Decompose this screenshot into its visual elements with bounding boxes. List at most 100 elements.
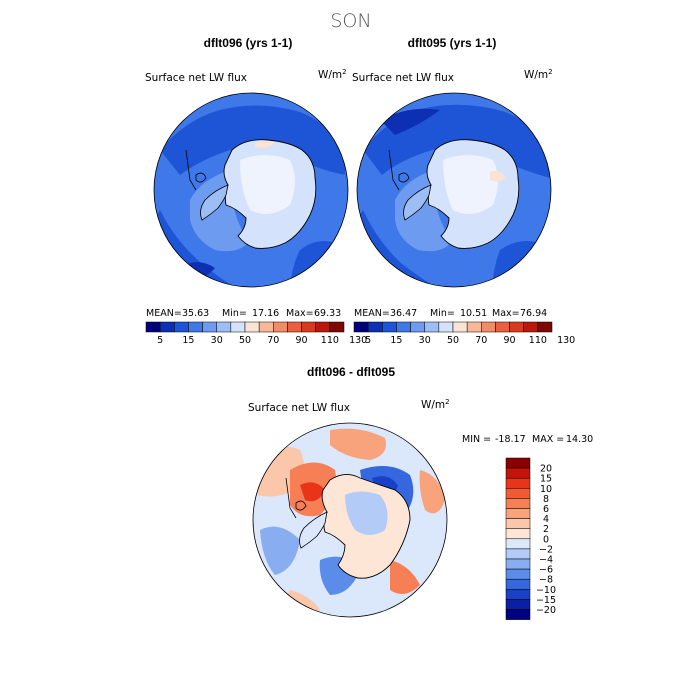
left-colorbar-swatch [287,321,302,333]
left-units-exp: 2 [342,68,346,76]
diff-max-value: 14.30 [566,434,593,445]
right-max-label: Max= [492,308,520,319]
diff-colorbar-swatch [505,558,531,570]
left-colorbar-swatch [258,321,274,333]
figure-title: SON [330,10,371,32]
left-field-mid [190,170,250,252]
right-map [357,93,551,287]
diff-variable-label: Surface net LW flux [248,402,350,414]
diff-colorbar-tick-label: −10 [536,585,556,596]
diff-peninsula [299,511,328,549]
right-field-mid [395,170,453,252]
right-colorbar-swatch [438,321,454,333]
diff-coastline-sa [285,477,297,519]
diff-colorbar-tick-label: 0 [543,534,549,545]
diff-warm-north [330,428,386,460]
right-stats: MEAN= 36.47 Min= 10.51 Max= 76.94 [354,308,547,319]
diff-colorbar-swatch [505,609,531,620]
left-panel-heading: dflt096 (yrs 1-1) [204,36,293,50]
diff-colorbar-tick-label: −2 [539,544,553,555]
right-colorbar-swatch [495,321,510,333]
left-continent-interior [240,155,295,214]
right-colorbar-tick-label: 70 [475,335,487,346]
left-colorbar-swatch [315,321,331,333]
left-colorbar-tick-label: 15 [182,335,194,346]
left-map-border [153,92,349,288]
right-colorbar: 5 15 30 50 70 90 110 130 [353,321,575,346]
left-colorbar-swatch [301,321,316,333]
right-units-exp: 2 [548,68,552,76]
diff-colorbar-swatch [505,477,531,489]
diff-colorbar-swatch [505,578,531,590]
diff-warm-east [419,470,445,514]
left-colorbar-swatch [188,321,203,333]
diff-colorbar-swatch [505,457,531,469]
diff-hot-core [300,482,325,502]
diff-colorbar-swatch [505,599,531,610]
left-max-value: 69.33 [314,308,341,319]
diff-colorbar-tick-label: −6 [539,565,553,576]
diff-units-exp: 2 [445,398,449,406]
left-min-value: 17.16 [252,308,279,319]
right-colorbar-swatch [396,321,411,333]
right-field-spot-north [380,108,440,135]
left-colorbar-tick-label: 50 [239,335,251,346]
diff-cool-west [260,526,300,575]
diff-warm-se [390,560,420,594]
left-variable-label: Surface net LW flux [145,72,247,84]
right-colorbar-swatch [523,321,539,333]
left-peninsula [200,184,229,221]
left-colorbar-swatch [216,321,232,333]
right-colorbar-swatch [452,321,468,333]
right-colorbar-swatch [537,321,553,333]
right-colorbar-tick-label: 5 [365,335,371,346]
diff-colorbar-tick-label: −20 [536,605,556,616]
right-colorbar-swatch [424,321,440,333]
diff-panel: dflt096 - dflt095 Surface net LW flux W/… [248,365,593,620]
left-stats: MEAN= 35.63 Min= 17.16 Max= 69.33 [146,308,341,319]
diff-colorbar-tick-label: 15 [540,474,552,485]
diff-colorbar-tick-label: −15 [536,595,556,606]
left-mean-value: 35.63 [182,308,209,319]
right-units-label: W/m2 [524,68,553,81]
left-colorbar-swatch [145,321,161,333]
diff-colorbar-swatch [505,589,531,600]
diff-colorbar-swatch [505,548,531,560]
diff-max-label: MAX = [532,434,564,445]
right-map-border [356,92,552,288]
left-max-label: Max= [286,308,314,319]
left-colorbar-swatch [329,321,345,333]
left-colorbar-swatch [244,321,260,333]
left-colorbar-swatch [273,321,288,333]
right-colorbar-tick-label: 30 [419,335,431,346]
right-coastline-sa [388,149,400,191]
right-mean-value: 36.47 [390,308,417,319]
diff-colorbar-swatch [505,538,531,550]
diff-colorbar-swatch [505,467,531,479]
diff-colorbar-tick-label: 4 [543,514,549,525]
right-continent-interior [443,155,498,214]
diff-units-label: W/m2 [421,398,450,411]
diff-units: W/m [421,399,445,411]
right-colorbar-swatch [382,321,397,333]
left-colorbar-tick-label: 110 [321,335,339,346]
diff-colorbar-tick-label: 2 [543,524,549,535]
diff-colorbar-tick-label: −8 [539,575,553,586]
diff-map-border [252,422,448,618]
diff-min-value: -18.17 [495,434,526,445]
diff-panel-heading: dflt096 - dflt095 [307,365,395,379]
right-colorbar-swatch [466,321,482,333]
diff-min-label: MIN = [462,434,491,445]
right-colorbar-swatch [367,321,383,333]
right-colorbar-swatch [481,321,496,333]
diff-map [253,423,447,617]
left-units: W/m [318,69,342,81]
left-colorbar-swatch [159,321,175,333]
diff-colorbar-swatch [505,518,531,529]
left-colorbar-swatch [174,321,189,333]
right-max-value: 76.94 [520,308,547,319]
right-colorbar-swatch [410,321,425,333]
right-units: W/m [524,69,548,81]
right-colorbar-tick-label: 90 [504,335,516,346]
left-colorbar-tick-label: 130 [349,335,367,346]
